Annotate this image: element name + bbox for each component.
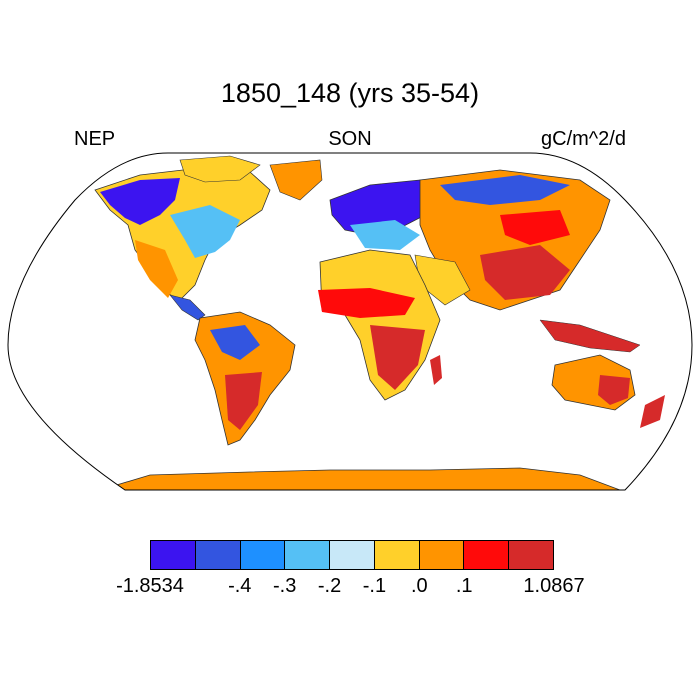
north-america-north-cold (100, 178, 180, 225)
map-title: 1850_148 (yrs 35-54) (220, 78, 480, 108)
africa-sahel-hot (318, 288, 415, 318)
colorbar-box (330, 541, 375, 569)
africa-south-hot (370, 325, 425, 390)
colorbar-tick-label: .1 (455, 575, 473, 597)
season-label: SON (328, 128, 372, 150)
colorbar-box (285, 541, 331, 569)
variable-label: NEP (74, 128, 116, 150)
europe-land (329, 179, 441, 236)
colorbar-tick-label: .0 (410, 575, 428, 597)
new-zealand-land (640, 395, 665, 428)
colorbar-box (240, 541, 286, 569)
south-america-amazon-mixed (210, 325, 260, 360)
colorbar-box (374, 541, 420, 569)
colorbar-tick-label: -.2 (317, 575, 342, 597)
asia-siberia-cool (440, 175, 570, 205)
south-america-south-hot (225, 372, 262, 430)
colorbar (150, 540, 554, 570)
antarctica-land (99, 467, 621, 490)
colorbar-box (509, 541, 554, 569)
colorbar-tick-label: 1.0867 (523, 575, 585, 597)
colorbar-box (151, 541, 196, 569)
map-land-layer (94, 155, 665, 490)
colorbar-box (419, 541, 465, 569)
europe-south (350, 220, 420, 250)
madagascar-land (430, 355, 442, 385)
units-label: gC/m^2/d (541, 128, 626, 150)
north-america-arctic-islands (179, 155, 261, 183)
central-america-land (169, 294, 206, 321)
colorbar-box (195, 541, 241, 569)
north-america-east-cool (170, 205, 240, 258)
map-outline (7, 152, 693, 491)
asia-central-hot (500, 210, 570, 245)
australia-east-hot (598, 375, 630, 405)
north-america-south-warm (135, 240, 178, 298)
asia-south-hot (480, 245, 570, 300)
colorbar-tick-label: -.3 (272, 575, 297, 597)
colorbar-tick-label: -.4 (228, 575, 252, 597)
colorbar-tick-label: -.1 (362, 575, 387, 597)
colorbar-box (464, 541, 510, 569)
southeast-asia-islands (539, 319, 641, 353)
colorbar-tick-label: -1.8534 (116, 575, 184, 597)
greenland-land (269, 159, 323, 201)
